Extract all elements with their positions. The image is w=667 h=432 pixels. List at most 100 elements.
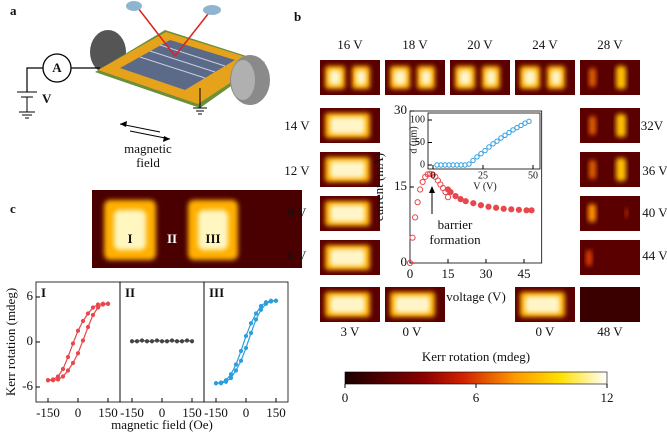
data-point [523, 207, 530, 214]
data-point [417, 186, 424, 193]
x-tick-label: 50 [528, 170, 538, 181]
data-point [462, 198, 469, 205]
map-domain [524, 70, 536, 85]
data-point [164, 339, 170, 344]
kerr-map [385, 287, 445, 322]
data-point [144, 339, 150, 344]
x-tick-label: 15 [441, 266, 454, 281]
data-point [134, 339, 140, 344]
map-label: 0 V [536, 324, 556, 339]
data-point [100, 302, 106, 307]
data-point [248, 321, 254, 326]
colorbar [344, 371, 608, 385]
ammeter-label: A [52, 60, 62, 75]
kerr-map [580, 240, 640, 275]
x-tick-label: -150 [204, 405, 228, 420]
annotation-arrowhead [429, 186, 435, 193]
data-point [470, 157, 476, 164]
y-axis-label: current (mA) [371, 153, 386, 221]
data-point [85, 324, 91, 330]
data-point [514, 124, 520, 131]
data-point [273, 298, 279, 303]
colorbar-label: Kerr rotation (mdeg) [422, 349, 530, 364]
data-point [139, 338, 145, 343]
map-domain [330, 117, 365, 134]
map-label: 28 V [597, 37, 623, 52]
kerr-map [385, 60, 445, 95]
data-point [233, 362, 239, 367]
kerr-map [320, 60, 380, 95]
map-domain [356, 70, 366, 85]
field-label: field [136, 155, 160, 170]
kerr-map [580, 287, 640, 322]
data-point [65, 368, 71, 373]
x-axis-label: magnetic field (Oe) [111, 417, 213, 432]
map-label: 20 V [467, 37, 493, 52]
region-label: I [127, 231, 132, 246]
y-tick-label: 0 [27, 333, 34, 348]
map-label: 6 V [288, 248, 308, 263]
region-label: III [205, 231, 220, 246]
data-point [218, 381, 224, 386]
data-point [169, 338, 175, 343]
x-tick-label: -150 [120, 405, 144, 420]
x-tick-label: 150 [266, 405, 286, 420]
y-axis-label: Kerr rotation (mdeg) [3, 288, 18, 396]
data-point [90, 305, 96, 310]
series-line [48, 303, 109, 381]
data-point [184, 338, 190, 343]
region-label: II [167, 231, 177, 246]
map-label: 44 V [642, 248, 667, 263]
x-tick-label: 0 [243, 405, 250, 420]
data-point [406, 259, 414, 267]
data-point [248, 330, 254, 336]
series-line [47, 303, 108, 381]
data-point [502, 132, 508, 139]
data-point [500, 205, 507, 212]
data-point [508, 206, 515, 213]
x-axis-label: V (V) [473, 181, 496, 192]
data-point [477, 202, 485, 209]
map-domain [551, 70, 561, 85]
y-axis-label: d (μm) [408, 126, 419, 153]
map-label: 24 V [532, 37, 558, 52]
map-label: 36 V [642, 163, 667, 178]
data-point [80, 318, 86, 324]
data-point [258, 307, 264, 312]
map-label: 32V [641, 118, 664, 133]
x-tick-label: 150 [182, 405, 202, 420]
data-point [65, 354, 71, 360]
data-point [490, 141, 496, 147]
panel-roman: III [209, 285, 224, 300]
x-tick-label: 0 [407, 266, 414, 281]
map-label: 12 V [284, 163, 310, 178]
kerr-image-c: I II III [92, 190, 302, 268]
map-domain [589, 116, 596, 135]
kerr-map [580, 60, 640, 95]
map-domain [329, 70, 341, 85]
panel-roman: I [41, 285, 46, 300]
map-domain [421, 70, 431, 85]
map-label: 48 V [597, 324, 623, 339]
x-tick-label: 0 [431, 170, 436, 181]
panel-roman: II [125, 285, 135, 300]
kerr-map [450, 60, 510, 95]
data-point [457, 196, 464, 203]
data-point [482, 147, 488, 154]
data-point [253, 311, 259, 316]
panel-label: a [10, 3, 17, 18]
kerr-map [580, 108, 640, 143]
data-point [486, 144, 492, 150]
x-tick-label: 25 [478, 170, 488, 181]
data-point [528, 207, 535, 214]
map-domain [589, 160, 596, 179]
map-domain [616, 114, 626, 137]
map-background [580, 287, 640, 322]
voltage-label: V [42, 91, 52, 106]
map-domain [586, 250, 592, 266]
x-tick-label: -150 [36, 405, 60, 420]
inset-frame [427, 112, 541, 170]
data-point [485, 203, 492, 210]
data-point [228, 372, 234, 377]
